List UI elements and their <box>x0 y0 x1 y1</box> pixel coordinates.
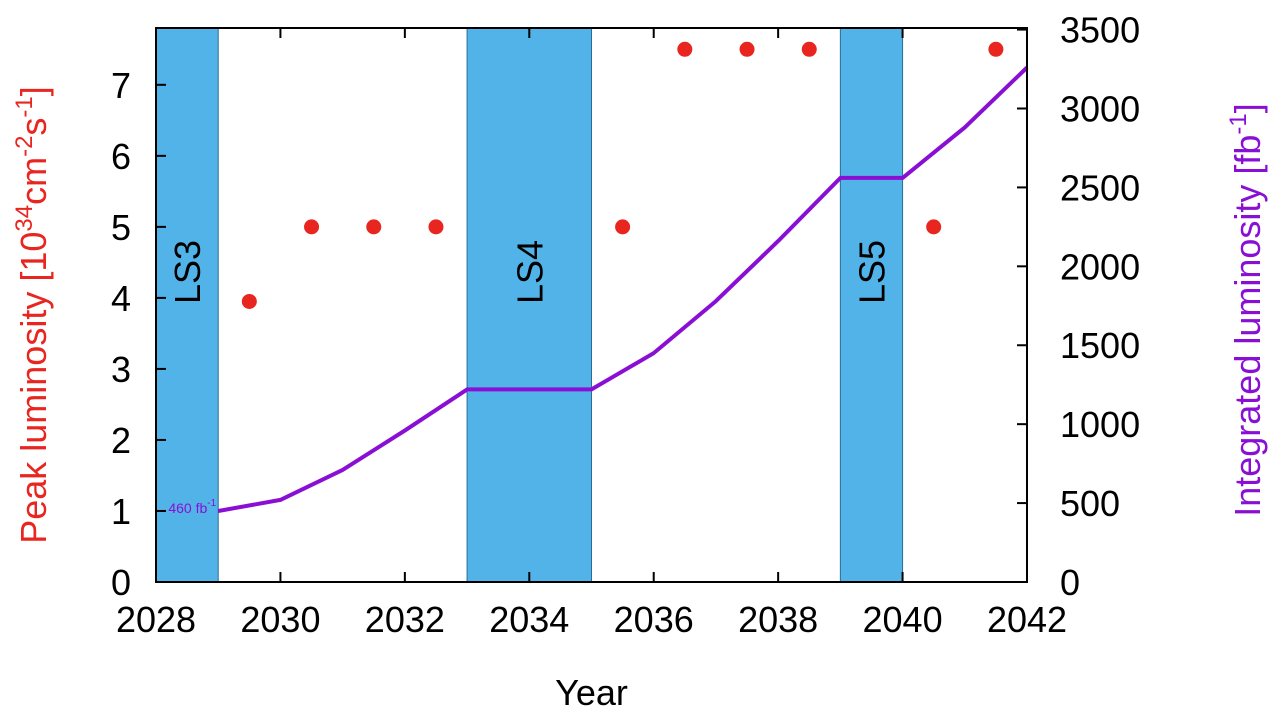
shutdown-label: LS4 <box>509 240 550 304</box>
y-right-tick-label: 3500 <box>1060 10 1140 51</box>
annotations: 460 fb-1 <box>168 498 216 516</box>
x-tick-label: 2036 <box>614 599 694 640</box>
y-left-tick-label: 5 <box>111 207 131 248</box>
integrated-start-annotation: 460 fb-1 <box>168 498 216 516</box>
peak-luminosity-point <box>366 219 382 235</box>
x-tick-label: 2032 <box>365 599 445 640</box>
x-tick-label: 2034 <box>489 599 569 640</box>
peak-luminosity-point <box>988 41 1004 57</box>
x-axis-title: Year <box>555 672 628 713</box>
peak-series <box>241 41 1004 309</box>
y-right-tick-label: 1500 <box>1060 325 1140 366</box>
shutdown-label: LS5 <box>851 240 892 304</box>
right-y-tick-labels: 0 500 1000 1500 2000 2500 3000 3500 <box>1060 10 1140 603</box>
shutdown-band <box>155 27 219 583</box>
y-right-tick-label: 0 <box>1060 562 1080 603</box>
peak-luminosity-point <box>241 293 257 309</box>
integrated-series <box>217 66 1029 513</box>
y-right-tick-label: 2500 <box>1060 167 1140 208</box>
y-right-tick-label: 3000 <box>1060 88 1140 129</box>
y-left-tick-label: 3 <box>111 349 131 390</box>
peak-luminosity-point <box>428 219 444 235</box>
y-left-tick-label: 0 <box>111 562 131 603</box>
x-tick-label: 2028 <box>116 599 196 640</box>
integrated-luminosity-line <box>217 66 1029 513</box>
x-tick-label: 2030 <box>240 599 320 640</box>
peak-luminosity-point <box>677 41 693 57</box>
x-tick-labels: 2028 2030 2032 2034 2036 2038 2040 2042 <box>116 599 1067 640</box>
peak-luminosity-point <box>615 219 631 235</box>
x-tick-label: 2038 <box>738 599 818 640</box>
y-left-tick-label: 4 <box>111 278 131 319</box>
x-tick-label: 2040 <box>863 599 943 640</box>
right-y-axis-title: Integrated luminosity [fb-1] <box>1225 103 1268 517</box>
x-tick-label: 2042 <box>987 599 1067 640</box>
y-left-tick-label: 1 <box>111 491 131 532</box>
left-y-axis-title: Peak luminosity [1034cm-2s-1] <box>11 86 54 544</box>
y-right-tick-label: 500 <box>1060 483 1120 524</box>
shutdown-label: LS3 <box>167 240 208 304</box>
peak-luminosity-point <box>801 41 817 57</box>
peak-luminosity-point <box>304 219 320 235</box>
peak-luminosity-point <box>739 41 755 57</box>
left-y-tick-labels: 0 1 2 3 4 5 6 7 <box>111 65 131 603</box>
y-left-tick-label: 7 <box>111 65 131 106</box>
shutdown-bands: LS3 LS4 LS5 <box>155 27 904 583</box>
peak-luminosity-point <box>926 219 942 235</box>
shutdown-band <box>466 27 593 583</box>
y-right-tick-label: 2000 <box>1060 246 1140 287</box>
y-right-tick-label: 1000 <box>1060 404 1140 445</box>
y-left-tick-label: 2 <box>111 420 131 461</box>
y-left-tick-label: 6 <box>111 136 131 177</box>
plot-frame <box>155 27 1028 583</box>
